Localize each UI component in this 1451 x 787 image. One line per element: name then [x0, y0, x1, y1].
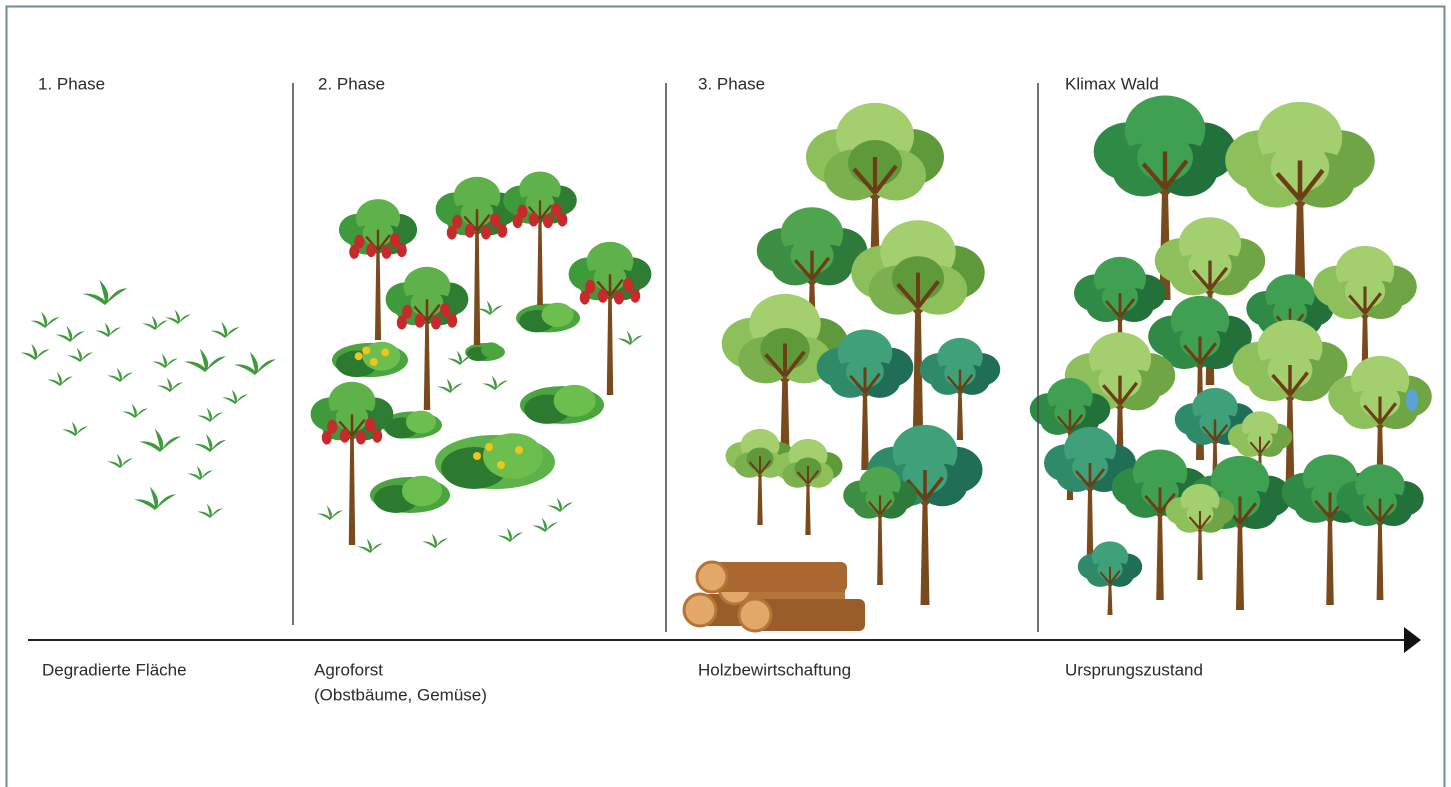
blossom — [381, 348, 389, 356]
bush — [362, 342, 400, 371]
fruit — [431, 316, 441, 330]
phase-label: Agroforst — [314, 660, 383, 679]
fruit — [598, 289, 608, 303]
fruit — [623, 278, 633, 292]
fruit — [340, 429, 350, 443]
fruit — [614, 291, 624, 305]
blossom — [485, 443, 493, 451]
fruit — [440, 303, 450, 317]
log-end — [684, 594, 716, 626]
blossom — [362, 347, 370, 355]
bush — [554, 385, 596, 417]
fruit — [529, 213, 539, 227]
fruit — [415, 314, 425, 328]
log — [712, 562, 847, 592]
fruit — [447, 226, 457, 240]
blossom — [355, 352, 363, 360]
fruit — [481, 226, 491, 240]
page: 1. Phase 2. Phase 3. Phase Klimax Wald D… — [0, 0, 1451, 787]
log-end — [739, 599, 771, 631]
fruit — [397, 243, 407, 257]
blossom — [473, 452, 481, 460]
fruit — [382, 245, 392, 259]
fruit — [322, 431, 332, 445]
phase-label: Ursprungszustand — [1065, 660, 1203, 679]
phase-label: Degradierte Fläche — [42, 660, 187, 679]
fruit — [356, 431, 366, 445]
phase-title: 2. Phase — [318, 74, 385, 93]
bush — [483, 433, 543, 479]
phase-title: 3. Phase — [698, 74, 765, 93]
fruit — [349, 245, 359, 259]
phase-label: Holzbewirtschaftung — [698, 660, 851, 679]
fruit — [397, 316, 407, 330]
diagram: 1. Phase 2. Phase 3. Phase Klimax Wald D… — [0, 0, 1451, 787]
fruit — [447, 314, 457, 328]
fruit — [513, 214, 523, 228]
fruit — [365, 418, 375, 432]
fruit — [497, 224, 507, 238]
bush — [406, 411, 436, 434]
fruit — [630, 289, 640, 303]
log-end — [697, 562, 727, 592]
fruit — [490, 213, 500, 227]
blossom — [497, 461, 505, 469]
blossom — [370, 358, 378, 366]
fruit — [366, 243, 376, 257]
fruit — [543, 214, 553, 228]
phase-label: (Obstbäume, Gemüse) — [314, 685, 487, 704]
fruit — [557, 213, 567, 227]
fruit — [390, 233, 400, 247]
bush — [481, 342, 501, 357]
fruit — [580, 291, 590, 305]
phase-title: 1. Phase — [38, 74, 105, 93]
parrot — [1406, 389, 1418, 411]
fruit — [465, 224, 475, 238]
blossom — [515, 446, 523, 454]
bush — [542, 303, 574, 327]
fruit — [372, 429, 382, 443]
phase-title: Klimax Wald — [1065, 74, 1159, 93]
bush — [402, 476, 442, 506]
